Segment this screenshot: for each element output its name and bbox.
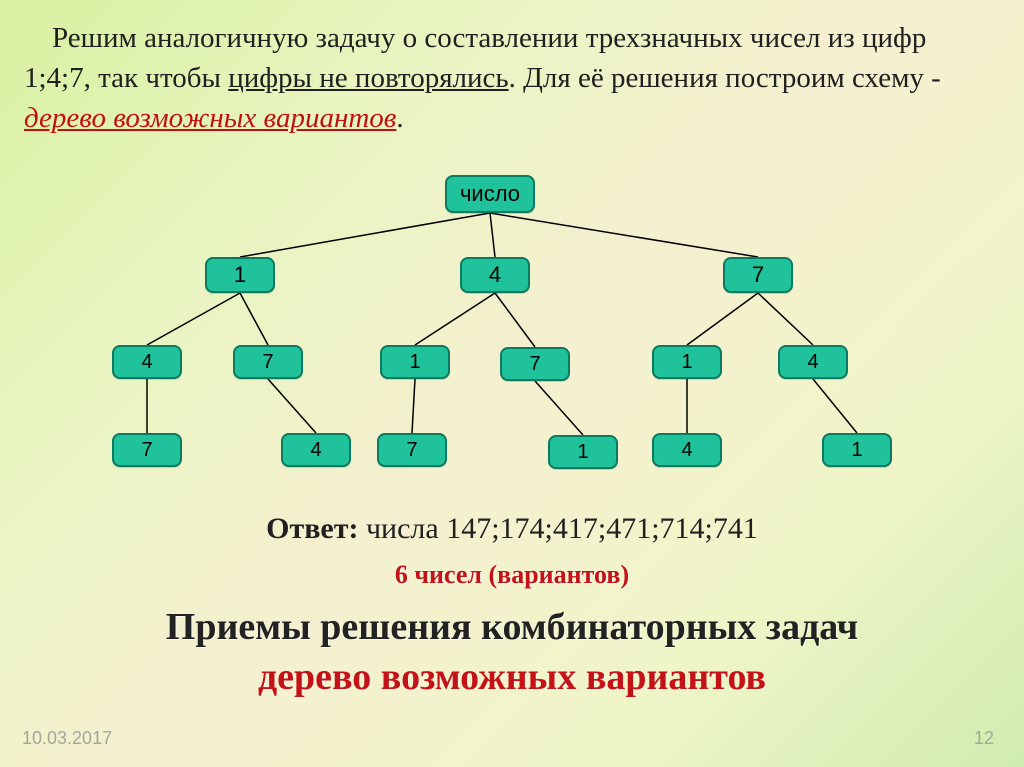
tree-edge-6 — [495, 293, 535, 347]
tree-edge-5 — [415, 293, 495, 345]
tree-edge-3 — [147, 293, 240, 345]
tree-edge-10 — [268, 379, 316, 433]
tree-root: число — [445, 175, 535, 213]
tree-diagram: число147471714747141 — [0, 175, 1024, 505]
tree-l3-4: 4 — [652, 433, 722, 467]
footer-date: 10.03.2017 — [22, 728, 112, 749]
tree-l3-5: 1 — [822, 433, 892, 467]
tree-l2-4: 1 — [652, 345, 722, 379]
tree-edge-14 — [813, 379, 857, 433]
answer-line: Ответ: числа 147;174;417;471;714;741 — [0, 512, 1024, 546]
tree-l3-2: 7 — [377, 433, 447, 467]
tree-edge-8 — [758, 293, 813, 345]
tree-l1-0: 1 — [205, 257, 275, 293]
tree-l1-1: 4 — [460, 257, 530, 293]
tree-edge-0 — [240, 213, 490, 257]
intro-p2: . Для её решения построим схему - — [509, 62, 941, 94]
tree-edge-12 — [535, 381, 583, 435]
tree-l2-5: 4 — [778, 345, 848, 379]
footer-page: 12 — [974, 728, 994, 749]
tree-edge-7 — [687, 293, 758, 345]
tree-edge-11 — [412, 379, 415, 433]
answer-label: Ответ: — [266, 512, 358, 545]
tree-edge-2 — [490, 213, 758, 257]
intro-paragraph: Решим аналогичную задачу о составлении т… — [24, 18, 1000, 138]
tree-l3-3: 1 — [548, 435, 618, 469]
tree-edge-4 — [240, 293, 268, 345]
intro-red: дерево возможных вариантов — [24, 102, 396, 134]
intro-underline: цифры не повторялись — [228, 62, 508, 94]
variants-line: 6 чисел (вариантов) — [0, 560, 1024, 590]
tree-l1-2: 7 — [723, 257, 793, 293]
intro-p3: . — [396, 102, 403, 134]
method-title-2: дерево возможных вариантов — [0, 655, 1024, 699]
tree-edge-1 — [490, 213, 495, 257]
method-title-1: Приемы решения комбинаторных задач — [0, 605, 1024, 649]
tree-l2-1: 7 — [233, 345, 303, 379]
answer-text: числа 147;174;417;471;714;741 — [358, 512, 757, 545]
tree-l2-3: 7 — [500, 347, 570, 381]
tree-l2-2: 1 — [380, 345, 450, 379]
tree-l2-0: 4 — [112, 345, 182, 379]
tree-l3-1: 4 — [281, 433, 351, 467]
tree-l3-0: 7 — [112, 433, 182, 467]
